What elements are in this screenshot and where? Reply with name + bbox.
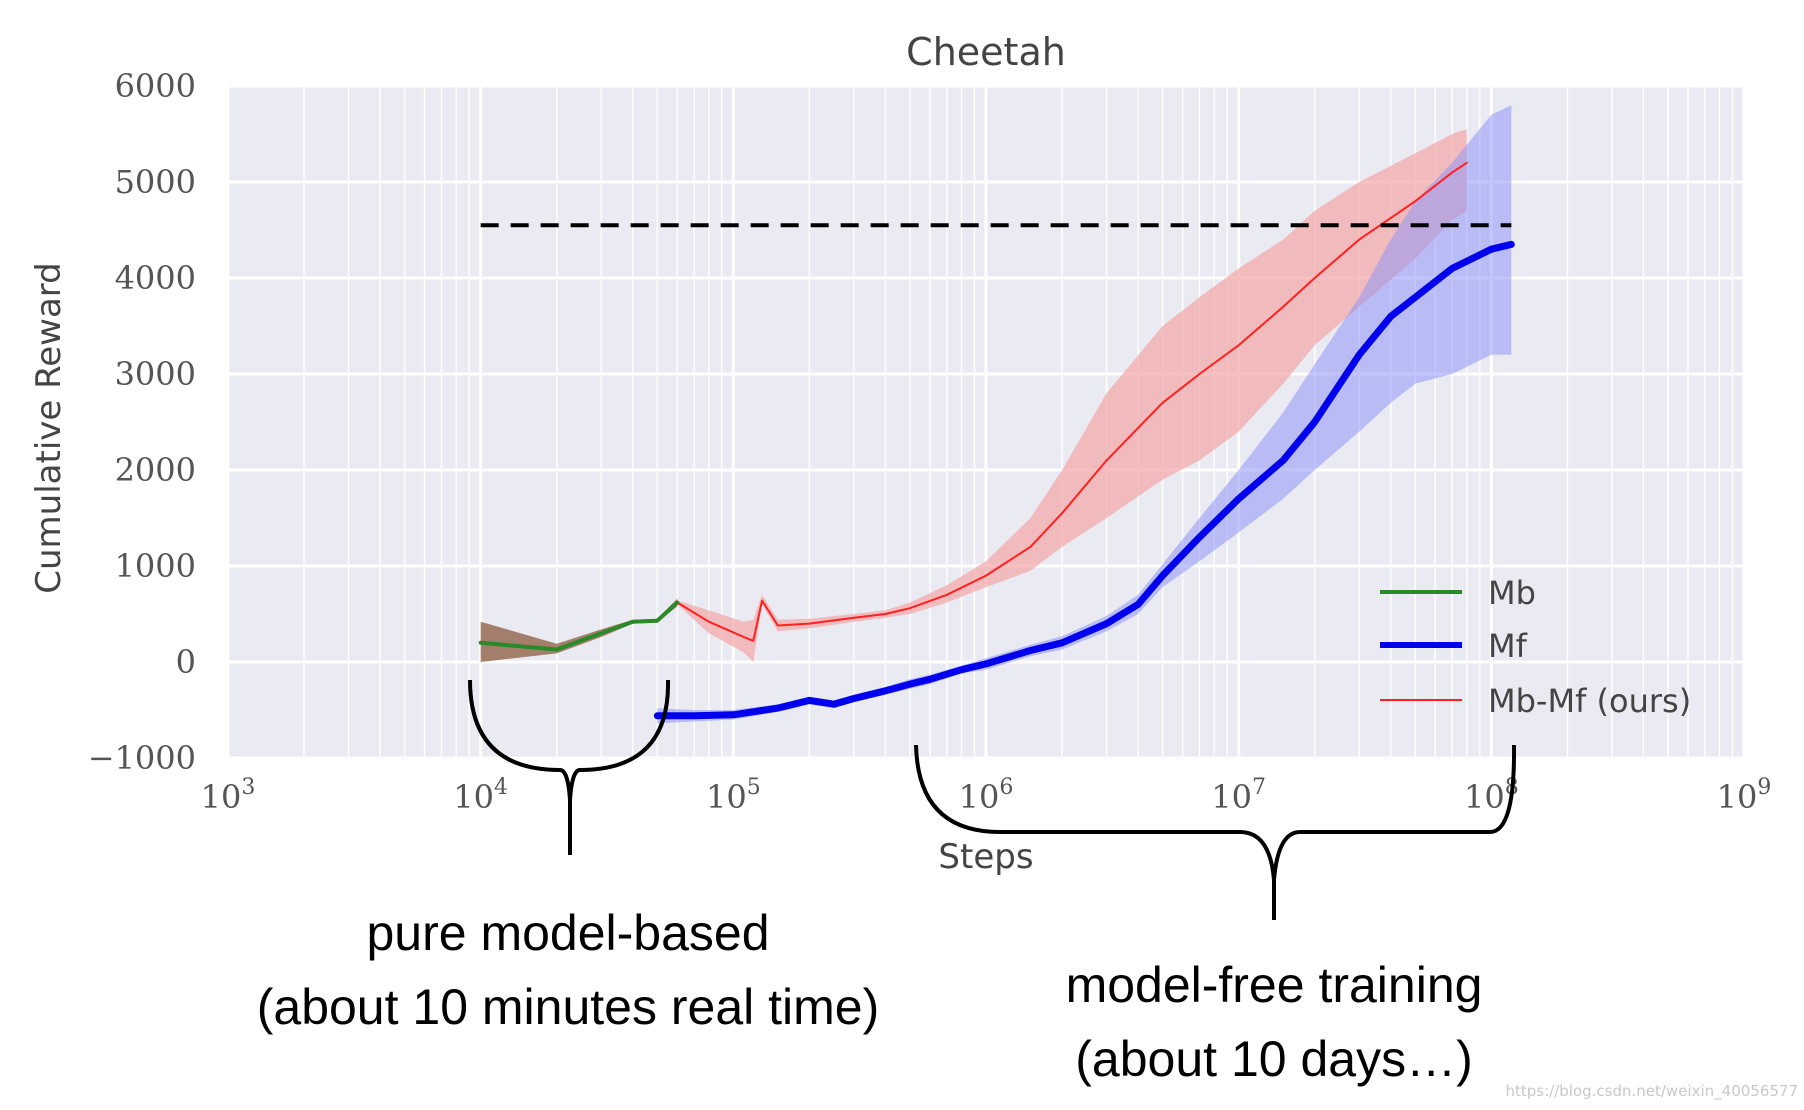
band-mf: [657, 105, 1512, 724]
annotation-model-based-line2: (about 10 minutes real time): [257, 979, 880, 1035]
annotation-model-free-line1: model-free training: [1066, 957, 1483, 1013]
y-tick-label: 6000: [115, 67, 196, 105]
x-tick-label: 106: [959, 775, 1014, 816]
y-tick-label: 5000: [115, 163, 196, 201]
y-tick-label: 1000: [115, 547, 196, 585]
y-tick-label: 4000: [115, 259, 196, 297]
bracket-model-free: [914, 744, 1517, 920]
x-tick-label: 103: [201, 775, 256, 816]
annotation-model-free-line2: (about 10 days…): [1075, 1031, 1472, 1087]
line-mb-mf-ours: [676, 161, 1468, 642]
legend: Mb Mf Mb-Mf (ours): [1380, 574, 1691, 720]
y-tick-labels: −1000 0 1000 2000 3000 4000 5000 6000: [88, 67, 196, 777]
x-tick-labels: 103 104 105 106 107 108 109: [201, 775, 1772, 816]
y-tick-label: 2000: [115, 451, 196, 489]
legend-label-mb: Mb: [1488, 574, 1536, 612]
y-tick-label: −1000: [88, 739, 196, 777]
x-tick-label: 107: [1211, 775, 1266, 816]
legend-label-mbmf: Mb-Mf (ours): [1488, 682, 1691, 720]
series-lines: [478, 161, 1515, 720]
watermark: https://blog.csdn.net/weixin_40056577: [1505, 1082, 1798, 1101]
y-axis-label: Cumulative Reward: [29, 262, 69, 593]
x-axis-label: Steps: [938, 837, 1033, 877]
line-mf: [653, 240, 1515, 720]
line-mb: [478, 600, 680, 652]
x-tick-label: 105: [706, 775, 761, 816]
annotation-model-based-line1: pure model-based: [366, 905, 769, 961]
band-mb-mf-ours: [677, 129, 1467, 662]
x-tick-label: 104: [453, 775, 508, 816]
y-tick-label: 0: [176, 643, 196, 681]
bracket-model-based: [468, 679, 671, 855]
chart-title: Cheetah: [906, 30, 1066, 74]
x-tick-label: 109: [1717, 775, 1772, 816]
y-tick-label: 3000: [115, 355, 196, 393]
legend-label-mf: Mf: [1488, 627, 1528, 665]
